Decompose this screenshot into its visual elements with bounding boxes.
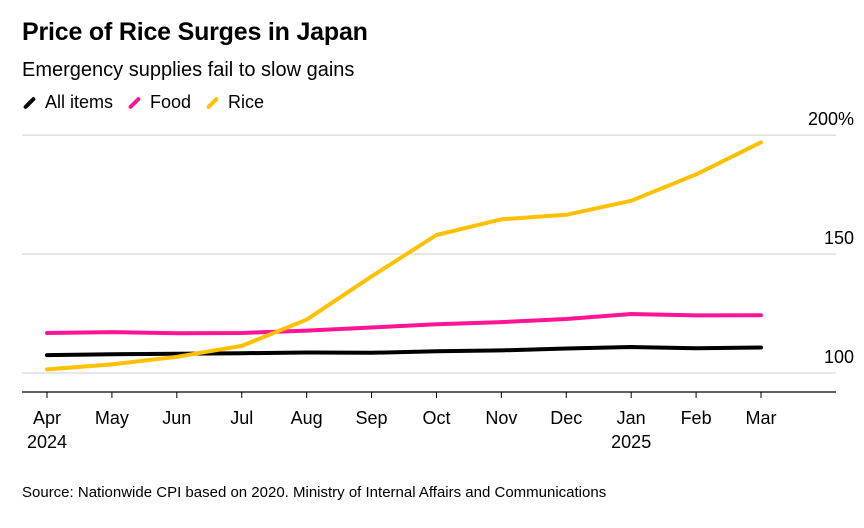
series-line-all-items xyxy=(45,345,763,358)
x-tick-label-sep: Sep xyxy=(356,408,388,428)
source-note: Source: Nationwide CPI based on 2020. Mi… xyxy=(22,484,607,501)
x-year-label-2025: 2025 xyxy=(611,432,651,452)
x-tick-label-nov: Nov xyxy=(485,408,517,428)
legend-label-food: Food xyxy=(150,92,192,112)
x-tick-label-feb: Feb xyxy=(681,408,712,428)
legend-item-all-items: All items xyxy=(22,92,113,113)
legend-item-rice: Rice xyxy=(205,92,264,113)
y-tick-label-100: 100 xyxy=(824,347,854,367)
legend-item-food: Food xyxy=(127,92,191,113)
series-line-rice xyxy=(45,140,763,372)
x-tick-label-aug: Aug xyxy=(291,408,323,428)
y-tick-label-200: 200% xyxy=(808,109,854,129)
x-tick-label-apr: Apr xyxy=(33,408,61,428)
legend-label-all-items: All items xyxy=(45,92,114,112)
x-tick-label-mar: Mar xyxy=(746,408,777,428)
x-tick-label-jun: Jun xyxy=(162,408,191,428)
x-tick-label-may: May xyxy=(95,408,129,428)
x-tick-label-oct: Oct xyxy=(422,408,450,428)
chart-subtitle: Emergency supplies fail to slow gains xyxy=(22,59,355,81)
legend-label-rice: Rice xyxy=(228,92,265,112)
x-tick-label-jan: Jan xyxy=(617,408,646,428)
series-line-food xyxy=(45,312,763,336)
chart-title: Price of Rice Surges in Japan xyxy=(22,18,368,46)
x-year-label-2024: 2024 xyxy=(27,432,67,452)
legend: All items Food Rice xyxy=(22,92,278,113)
x-tick-label-jul: Jul xyxy=(230,408,253,428)
x-tick-label-dec: Dec xyxy=(550,408,582,428)
y-tick-label-150: 150 xyxy=(824,228,854,248)
